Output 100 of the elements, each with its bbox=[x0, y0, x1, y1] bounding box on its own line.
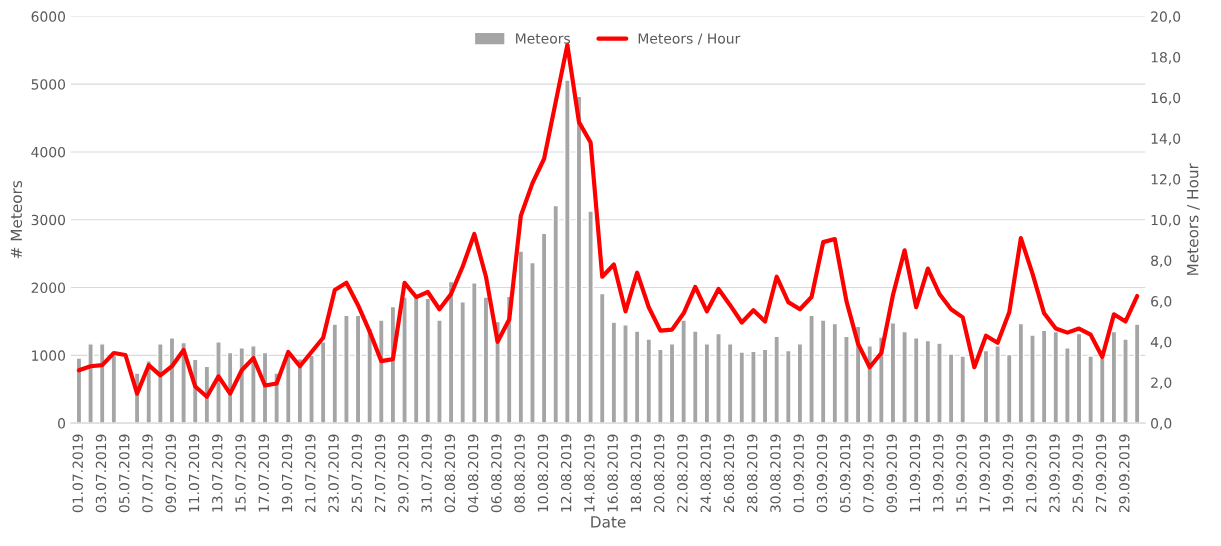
y-tick-label: 1000 bbox=[32, 350, 66, 361]
bar bbox=[564, 79, 571, 424]
y2-tick-label: 8,0 bbox=[1151, 255, 1172, 268]
bar bbox=[622, 324, 629, 424]
bar bbox=[645, 338, 653, 424]
bar bbox=[1075, 332, 1083, 424]
x-tick-label: 11.07.2019 bbox=[188, 434, 200, 512]
bar bbox=[866, 345, 874, 424]
bar bbox=[1029, 334, 1036, 424]
y-tick-label: 6000 bbox=[31, 11, 66, 22]
x-tick-label: 30.08.2019 bbox=[770, 434, 781, 513]
bar bbox=[157, 343, 164, 424]
y-tick-label: 3000 bbox=[31, 214, 66, 226]
bar bbox=[587, 210, 594, 424]
x-tick-label: 23.09.2019 bbox=[1049, 434, 1060, 513]
x-tick-label: 27.07.2019 bbox=[374, 434, 386, 513]
bar bbox=[459, 301, 467, 424]
bar bbox=[750, 350, 757, 424]
bar bbox=[424, 297, 432, 424]
bar bbox=[1017, 322, 1025, 424]
x-tick-label: 14.08.2019 bbox=[584, 434, 595, 512]
y2-tick-label: 12,0 bbox=[1151, 174, 1181, 186]
y2-tick-label: 10,0 bbox=[1151, 214, 1181, 227]
x-tick-label: 07.07.2019 bbox=[142, 434, 153, 513]
x-tick-label: 10.08.2019 bbox=[537, 434, 549, 512]
bar bbox=[726, 343, 734, 424]
bar bbox=[377, 319, 385, 424]
x-tick-label: 02.08.2019 bbox=[444, 434, 456, 513]
bar bbox=[238, 347, 246, 424]
x-tick-label: 29.07.2019 bbox=[398, 434, 409, 513]
bar bbox=[482, 296, 490, 424]
bar bbox=[1098, 357, 1106, 424]
x-tick-label: 28.08.2019 bbox=[746, 434, 758, 513]
x-tick-label: 26.08.2019 bbox=[723, 434, 735, 513]
bar bbox=[784, 349, 792, 424]
bar bbox=[529, 261, 536, 424]
x-tick-label: 07.09.2019 bbox=[863, 434, 874, 513]
bar bbox=[366, 327, 373, 424]
bar bbox=[1110, 330, 1118, 424]
bar bbox=[250, 345, 257, 424]
bar bbox=[308, 354, 315, 424]
x-tick-label: 31.07.2019 bbox=[421, 434, 432, 513]
bar bbox=[982, 349, 990, 424]
bar bbox=[284, 354, 292, 424]
bar bbox=[668, 343, 676, 424]
bar bbox=[819, 319, 827, 424]
bar bbox=[598, 292, 606, 424]
x-tick-label: 29.09.2019 bbox=[1119, 434, 1130, 513]
x-tick-label: 01.07.2019 bbox=[72, 434, 83, 513]
bar bbox=[471, 282, 478, 424]
bar bbox=[808, 314, 815, 424]
bar bbox=[994, 345, 1001, 424]
x-tick-label: 05.07.2019 bbox=[119, 434, 130, 513]
bar bbox=[773, 335, 780, 424]
y2-tick-label: 2,0 bbox=[1151, 377, 1172, 390]
y2-tick-label: 4,0 bbox=[1150, 336, 1172, 349]
bar bbox=[1040, 329, 1048, 424]
y2-tick-label: 18,0 bbox=[1151, 52, 1181, 64]
bar bbox=[691, 330, 699, 424]
bar bbox=[1133, 323, 1141, 424]
x-tick-label: 05.09.2019 bbox=[839, 434, 851, 513]
x-tick-label: 19.09.2019 bbox=[1002, 434, 1014, 512]
y2-tick-label: 20,0 bbox=[1151, 11, 1181, 24]
x-tick-label: 03.07.2019 bbox=[95, 434, 107, 513]
bar bbox=[331, 323, 339, 424]
bar bbox=[831, 322, 839, 424]
x-tick-label: 19.07.2019 bbox=[281, 434, 293, 512]
x-tick-label: 16.08.2019 bbox=[607, 434, 618, 512]
bar bbox=[633, 330, 641, 424]
x-axis-title: Date bbox=[591, 516, 626, 528]
bar bbox=[436, 319, 443, 424]
legend-label: Meteors bbox=[516, 33, 571, 44]
bar bbox=[657, 348, 664, 424]
y2-tick-label: 16,0 bbox=[1151, 92, 1181, 105]
bar bbox=[924, 339, 932, 424]
x-tick-label: 09.09.2019 bbox=[886, 434, 897, 513]
bar bbox=[843, 335, 850, 424]
bar bbox=[901, 330, 908, 424]
x-tick-label: 25.09.2019 bbox=[1072, 434, 1084, 513]
bar bbox=[889, 322, 897, 424]
y-tick-label: 4000 bbox=[31, 146, 66, 158]
x-tick-label: 22.08.2019 bbox=[677, 434, 688, 513]
y-tick-label: 2000 bbox=[31, 282, 66, 294]
x-tick-label: 23.07.2019 bbox=[328, 434, 339, 513]
x-tick-label: 12.08.2019 bbox=[560, 434, 572, 512]
bar bbox=[540, 232, 548, 424]
y2-tick-label: 0,0 bbox=[1151, 418, 1172, 431]
bar bbox=[738, 351, 746, 424]
y-tick-label: 0 bbox=[58, 418, 66, 429]
x-tick-label: 11.09.2019 bbox=[909, 434, 921, 512]
x-tick-label: 25.07.2019 bbox=[351, 434, 363, 513]
bar bbox=[98, 343, 106, 424]
bar bbox=[517, 250, 525, 424]
bar bbox=[1087, 355, 1094, 424]
x-tick-label: 15.07.2019 bbox=[235, 434, 246, 512]
x-tick-label: 03.09.2019 bbox=[816, 434, 828, 513]
bar bbox=[354, 314, 362, 424]
bar bbox=[1122, 338, 1129, 424]
y2-axis-title: Meteors / Hour bbox=[1187, 163, 1200, 275]
bar bbox=[1052, 330, 1060, 424]
